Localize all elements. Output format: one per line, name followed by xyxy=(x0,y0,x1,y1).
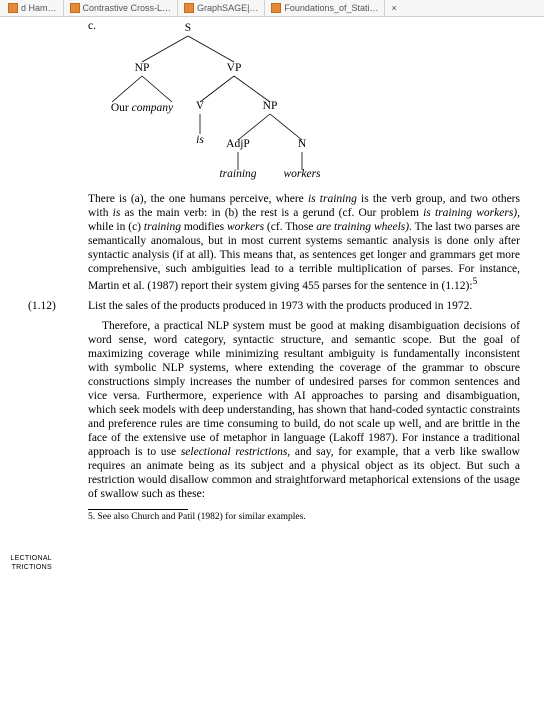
browser-tab[interactable]: Contrastive Cross-L… xyxy=(64,0,179,16)
footnote-rule xyxy=(88,509,188,510)
tab-label: Foundations_of_Stati… xyxy=(284,3,378,13)
text-italic: is training workers), xyxy=(423,207,520,219)
tree-node-NP2: NP xyxy=(263,100,278,112)
tree-node-S: S xyxy=(185,22,191,34)
tree-node-NP: NP xyxy=(135,62,150,74)
tree-node-AdjP: AdjP xyxy=(226,138,250,150)
page-root: d Ham… Contrastive Cross-L… GraphSAGE|… … xyxy=(0,0,544,720)
footnote-ref: 5 xyxy=(473,276,478,287)
pdf-icon xyxy=(271,3,281,13)
example-1-12: (1.12) List the sales of the products pr… xyxy=(28,299,520,313)
text: while in (c) xyxy=(88,221,144,233)
tree-leaf-workers: workers xyxy=(283,168,320,180)
tab-label: GraphSAGE|… xyxy=(197,3,258,13)
text-italic: selectional restrictions, xyxy=(181,446,290,458)
browser-tab[interactable]: GraphSAGE|… xyxy=(178,0,265,16)
margin-line-1: LECTIONAL xyxy=(10,555,52,562)
footnote-5: 5. See also Church and Patil (1982) for … xyxy=(88,512,520,522)
tab-label: d Ham… xyxy=(21,3,57,13)
tree-node-N: N xyxy=(298,138,306,150)
margin-line-2: TRICTIONS xyxy=(12,564,52,571)
text-italic: workers xyxy=(227,221,264,233)
text: (cf. Those xyxy=(264,221,316,233)
text-italic: training xyxy=(144,221,181,233)
tree-node-VP: VP xyxy=(227,62,242,74)
text: There is (a), the one humans perceive, w… xyxy=(88,193,308,205)
paragraph-1: There is (a), the one humans perceive, w… xyxy=(88,192,520,293)
pdf-icon xyxy=(8,3,18,13)
example-text: List the sales of the products produced … xyxy=(88,299,520,313)
text: modifies xyxy=(181,221,227,233)
syntax-tree: S NP VP Our Our companycompany V NP is A… xyxy=(88,22,544,182)
paper-body: c. S NP VP Our Our xyxy=(0,16,544,720)
text: Therefore, a practical NLP system must b… xyxy=(88,320,520,458)
tree-leaf-is: is xyxy=(196,134,204,146)
pdf-icon xyxy=(184,3,194,13)
browser-tabstrip: d Ham… Contrastive Cross-L… GraphSAGE|… … xyxy=(0,0,544,17)
browser-tab[interactable]: d Ham… xyxy=(2,0,64,16)
pdf-icon xyxy=(70,3,80,13)
tree-leaf-our-company: Our Our companycompany xyxy=(111,102,173,114)
browser-tab[interactable]: Foundations_of_Stati… xyxy=(265,0,385,16)
text: as the main verb: in (b) the rest is a g… xyxy=(120,207,423,219)
close-icon: × xyxy=(391,3,396,13)
example-number: (1.12) xyxy=(28,299,88,313)
margin-note: LECTIONAL TRICTIONS xyxy=(0,554,52,572)
tab-close-button[interactable]: × xyxy=(385,0,402,16)
text-italic: are training wheels). xyxy=(316,221,412,233)
tab-label: Contrastive Cross-L… xyxy=(83,3,172,13)
paragraph-2: Therefore, a practical NLP system must b… xyxy=(88,319,520,501)
tree-node-V: V xyxy=(196,100,204,112)
tree-leaf-training: training xyxy=(219,168,256,180)
text-italic: is training xyxy=(308,193,357,205)
